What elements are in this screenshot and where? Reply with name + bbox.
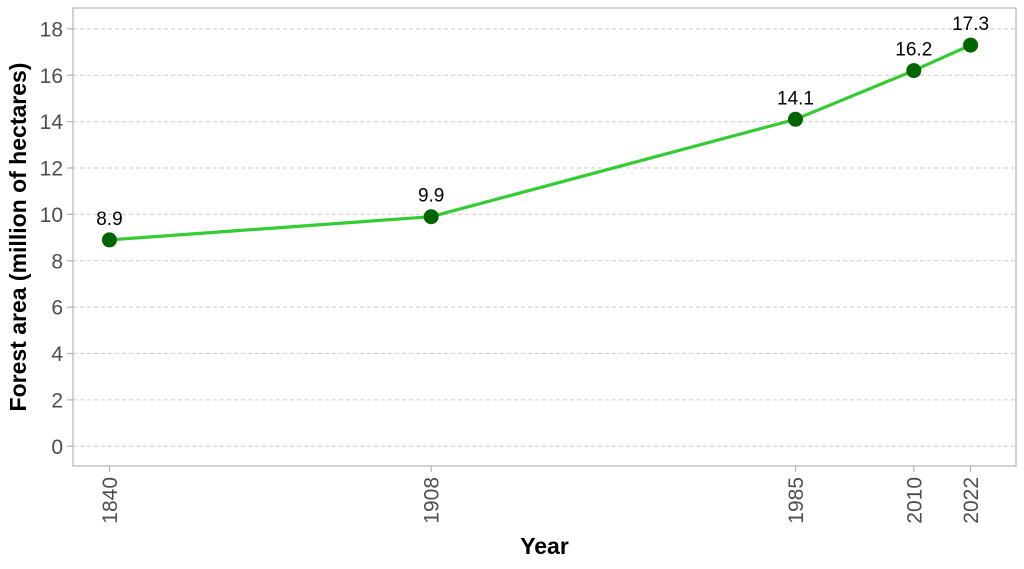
y-tick-label: 18 bbox=[40, 18, 63, 41]
grid-lines bbox=[73, 28, 1016, 447]
data-label: 17.3 bbox=[952, 14, 989, 35]
x-axis: 1840 1908 1985 2010 2022 bbox=[99, 466, 983, 524]
data-point bbox=[906, 63, 922, 79]
y-axis-title: Forest area (million of hectares) bbox=[5, 63, 31, 412]
y-tick-label: 4 bbox=[51, 343, 63, 366]
data-point bbox=[963, 37, 979, 53]
series-line bbox=[109, 43, 972, 242]
data-point bbox=[788, 111, 804, 127]
y-axis: 0 2 4 6 8 10 12 14 16 18 bbox=[40, 18, 73, 459]
x-tick-label: 2010 bbox=[903, 477, 926, 524]
y-tick-label: 10 bbox=[40, 204, 63, 227]
y-tick-label: 6 bbox=[51, 297, 63, 320]
plot-frame bbox=[72, 7, 1017, 467]
x-axis-title: Year bbox=[520, 533, 569, 559]
x-tick-label: 2022 bbox=[960, 477, 983, 524]
y-tick-label: 8 bbox=[51, 250, 63, 273]
data-label: 9.9 bbox=[418, 186, 444, 207]
y-tick-label: 0 bbox=[51, 436, 63, 459]
x-tick-label: 1840 bbox=[99, 477, 122, 524]
data-point bbox=[101, 232, 117, 248]
data-label: 14.1 bbox=[777, 88, 814, 109]
data-labels: 8.9 9.9 14.1 16.2 17.3 bbox=[96, 14, 989, 230]
y-tick-label: 12 bbox=[40, 158, 63, 181]
data-point bbox=[423, 209, 439, 225]
x-tick-label: 1908 bbox=[421, 477, 444, 524]
y-tick-label: 14 bbox=[40, 111, 64, 134]
x-tick-label: 1985 bbox=[785, 477, 808, 524]
data-points bbox=[101, 37, 979, 248]
data-label: 16.2 bbox=[895, 40, 932, 61]
y-tick-label: 16 bbox=[40, 65, 63, 88]
y-tick-label: 2 bbox=[51, 389, 63, 412]
data-label: 8.9 bbox=[96, 209, 122, 230]
